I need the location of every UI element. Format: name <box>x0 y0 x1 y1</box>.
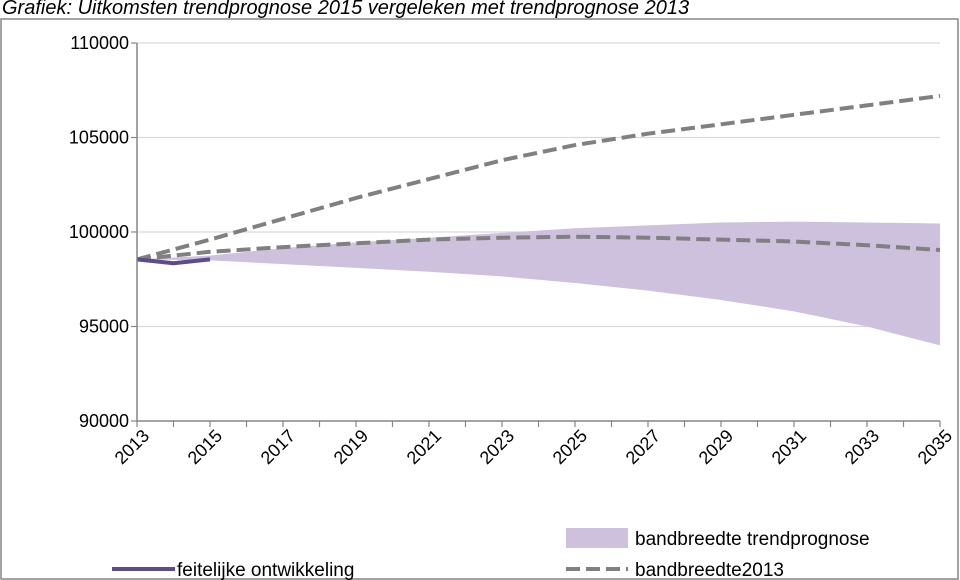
band-layer <box>137 221 940 346</box>
series-bandbreedte2013-line-lower <box>136 234 941 262</box>
chart-area-frame <box>0 18 959 580</box>
y-tick-label-90000: 90000 <box>79 411 129 431</box>
legend-label-actual: feitelijke ontwikkeling <box>177 560 354 580</box>
legend-label-band: bandbreedte trendprognose <box>635 529 870 550</box>
legend-item-band2013: bandbreedte2013 <box>566 560 784 580</box>
legend-item-band: bandbreedte trendprognose <box>566 528 870 550</box>
series-bandbreedte2013-line-upper <box>136 93 941 262</box>
y-tick-label-95000: 95000 <box>79 317 129 337</box>
y-tick-label-110000: 110000 <box>70 33 129 53</box>
y-tick-label-105000: 105000 <box>69 128 129 148</box>
legend: bandbreedte trendprognose feitelijke ont… <box>112 528 870 580</box>
y-tick-label-100000: 100000 <box>69 222 129 242</box>
axes <box>131 42 941 427</box>
legend-label-band2013: bandbreedte2013 <box>635 560 784 580</box>
legend-item-actual: feitelijke ontwikkeling <box>112 560 354 580</box>
legend-swatch-band <box>566 528 628 548</box>
lines-layer <box>136 93 941 266</box>
y-tick-labels: 90000 95000 100000 105000 110000 <box>69 33 129 431</box>
series-band-trendprognose <box>137 221 940 346</box>
series-feitelijke-ontwikkeling-line <box>136 257 211 266</box>
chart-title: Grafiek: Uitkomsten trendprognose 2015 v… <box>2 0 689 19</box>
